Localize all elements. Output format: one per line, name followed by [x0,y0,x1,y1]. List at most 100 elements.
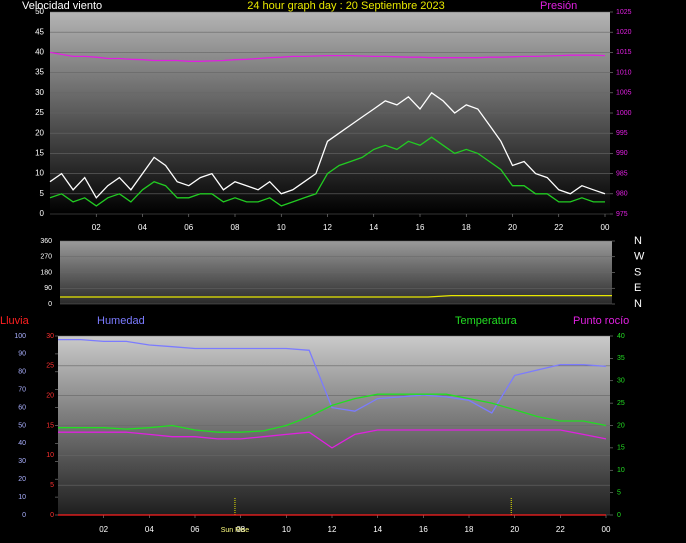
x-tick-label: 00 [602,525,611,534]
x-tick-label: 22 [554,223,563,232]
x-tick-label: 10 [277,223,286,232]
y2-tick-label: S [634,266,641,278]
x-tick-label: 08 [236,525,245,534]
chart-title: 24 hour graph day : 20 Septiembre 2023 [247,0,445,12]
x-tick-label: 20 [510,525,519,534]
y-tick-label: 50 [35,7,44,16]
series-line [49,136,605,207]
x-tick-label: 06 [191,525,200,534]
y2-tick-label: 975 [616,211,628,218]
y3-tick-label: 20 [18,476,26,483]
legend-entry: Humedad [97,315,145,327]
x-tick-label: 22 [556,525,565,534]
y-tick-label: 0 [50,512,54,519]
y2-tick-label: 1025 [616,9,632,16]
series-line [58,338,607,414]
y3-tick-label: 70 [18,387,26,394]
y-tick-label: 25 [35,108,44,117]
legend-entry: Punto rocío [573,315,629,327]
legend-entry: Temperatura [455,315,518,327]
x-tick-label: 12 [323,223,332,232]
y2-tick-label: N [634,235,642,247]
y2-tick-label: 1015 [616,49,632,56]
series-line [58,429,607,449]
y-tick-label: 40 [35,48,44,57]
y2-tick-label: 5 [617,489,621,496]
y3-tick-label: 80 [18,369,26,376]
x-tick-label: 12 [328,525,337,534]
y-tick-label: 35 [35,68,44,77]
y-tick-label: 360 [40,238,52,245]
x-tick-label: 20 [508,223,517,232]
x-tick-label: 06 [184,223,193,232]
y-tick-label: 10 [46,452,54,459]
y2-tick-label: N [634,298,642,310]
y2-tick-label: 995 [616,130,628,137]
y-tick-label: 90 [44,285,52,292]
series-line [49,51,606,62]
y2-tick-label: 0 [617,512,621,519]
y2-tick-label: 1000 [616,110,632,117]
y2-tick-label: 1020 [616,29,632,36]
x-tick-label: 04 [145,525,154,534]
y2-tick-label: 25 [617,400,625,407]
x-tick-label: 02 [92,223,101,232]
y2-tick-label: 30 [617,378,625,385]
y3-tick-label: 30 [18,458,26,465]
y-tick-label: 20 [46,393,54,400]
annotation: Sun Rise [221,527,250,534]
y2-tick-label: 985 [616,170,628,177]
y2-tick-label: E [634,282,641,294]
x-tick-label: 18 [465,525,474,534]
y2-tick-label: 20 [617,422,625,429]
y3-tick-label: 10 [18,494,26,501]
series-line [49,91,606,199]
y-tick-label: 45 [35,27,44,36]
y3-tick-label: 50 [18,422,26,429]
y-tick-label: 15 [46,422,54,429]
y-tick-label: 30 [35,88,44,97]
x-tick-label: 00 [601,223,610,232]
y-tick-label: 30 [46,333,54,340]
y3-tick-label: 100 [14,333,26,340]
y2-tick-label: 1005 [616,90,632,97]
x-tick-label: 18 [462,223,471,232]
y2-tick-label: 990 [616,150,628,157]
x-tick-label: 10 [282,525,291,534]
x-tick-label: 14 [373,525,382,534]
y3-tick-label: 60 [18,404,26,411]
y3-tick-label: 90 [18,351,26,358]
legend-entry: Lluvia [0,315,30,327]
y-tick-label: 5 [50,482,54,489]
x-tick-label: 04 [138,223,147,232]
x-tick-label: 14 [369,223,378,232]
x-tick-label: 02 [99,525,108,534]
y-tick-label: 180 [40,269,52,276]
x-tick-label: 16 [419,525,428,534]
y-tick-label: 10 [35,169,44,178]
y2-tick-label: 15 [617,445,625,452]
y3-tick-label: 0 [22,512,26,519]
y-tick-label: 15 [35,149,44,158]
y-tick-label: 20 [35,128,44,137]
y-axis-label: Velocidad viento [22,0,102,12]
y-tick-label: 0 [48,301,52,308]
y2-tick-label: 10 [617,467,625,474]
series-line [58,393,607,433]
y-tick-label: 25 [46,363,54,370]
y2-axis-label: Presión [540,0,577,12]
y2-tick-label: 35 [617,355,625,362]
y2-tick-label: 40 [617,333,625,340]
y2-tick-label: W [634,251,645,263]
y3-tick-label: 40 [18,440,26,447]
x-tick-label: 08 [231,223,240,232]
y2-tick-label: 980 [616,191,628,198]
y-tick-label: 270 [40,254,52,261]
y-tick-label: 5 [40,189,45,198]
x-tick-label: 16 [416,223,425,232]
series-line [60,294,612,298]
y-tick-label: 0 [40,209,45,218]
y2-tick-label: 1010 [616,69,632,76]
